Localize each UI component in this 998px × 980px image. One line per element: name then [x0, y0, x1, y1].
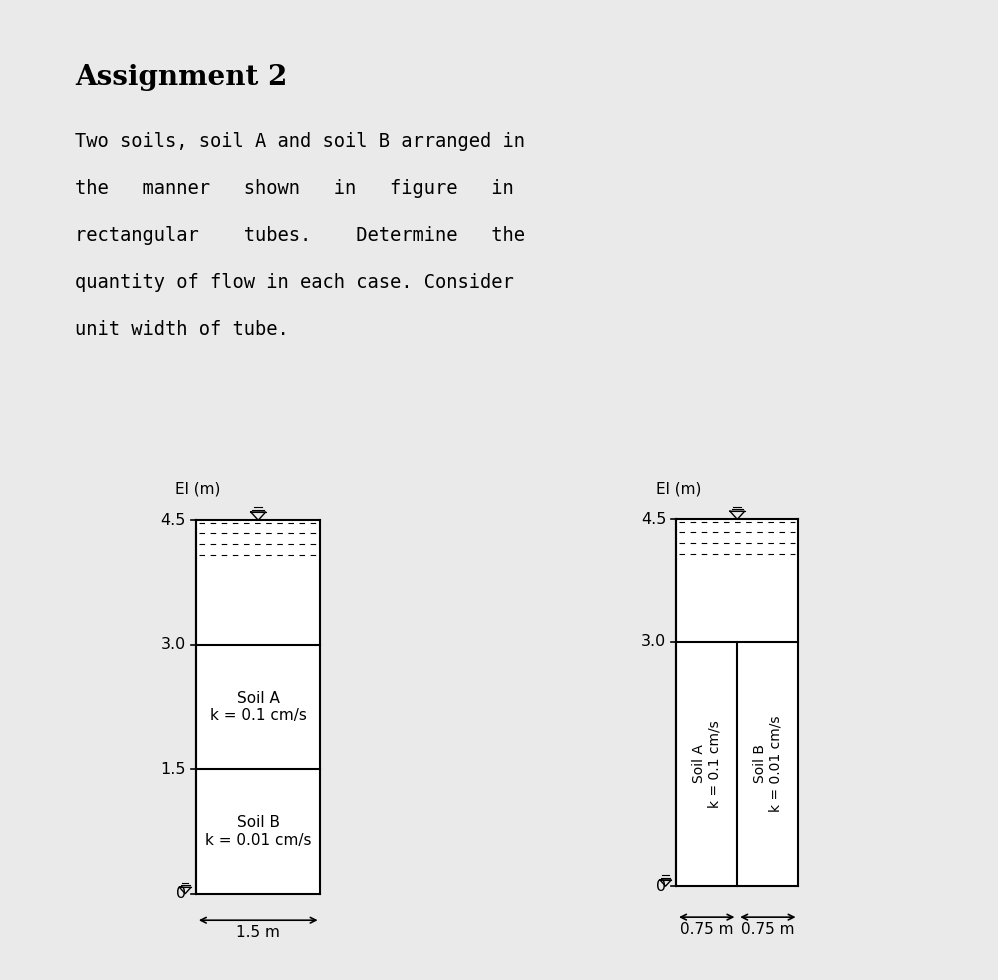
Text: rectangular    tubes.    Determine   the: rectangular tubes. Determine the	[75, 226, 525, 245]
Bar	[677, 519, 798, 886]
Text: 4.5: 4.5	[161, 513, 186, 527]
Text: Assignment 2: Assignment 2	[75, 64, 287, 91]
Text: the   manner   shown   in   figure   in: the manner shown in figure in	[75, 179, 514, 198]
Text: 1.5: 1.5	[161, 761, 186, 777]
Text: Soil A
k = 0.1 cm/s: Soil A k = 0.1 cm/s	[210, 691, 306, 723]
Text: 3.0: 3.0	[161, 637, 186, 652]
Text: unit width of tube.: unit width of tube.	[75, 320, 288, 339]
Text: Two soils, soil A and soil B arranged in: Two soils, soil A and soil B arranged in	[75, 132, 525, 151]
Text: Soil A
k = 0.1 cm/s: Soil A k = 0.1 cm/s	[692, 720, 722, 808]
Text: El (m): El (m)	[656, 481, 702, 497]
Text: 0: 0	[657, 879, 667, 894]
Text: 1.5 m: 1.5 m	[237, 925, 280, 940]
Text: El (m): El (m)	[176, 482, 221, 497]
Text: quantity of flow in each case. Consider: quantity of flow in each case. Consider	[75, 273, 514, 292]
Bar	[196, 520, 320, 894]
Text: 4.5: 4.5	[641, 512, 667, 527]
Text: 0: 0	[176, 886, 186, 902]
Text: 3.0: 3.0	[641, 634, 667, 649]
Text: Soil B
k = 0.01 cm/s: Soil B k = 0.01 cm/s	[205, 815, 311, 848]
Text: Soil B
k = 0.01 cm/s: Soil B k = 0.01 cm/s	[752, 715, 783, 812]
Text: 0.75 m: 0.75 m	[680, 922, 734, 937]
Text: 0.75 m: 0.75 m	[742, 922, 794, 937]
